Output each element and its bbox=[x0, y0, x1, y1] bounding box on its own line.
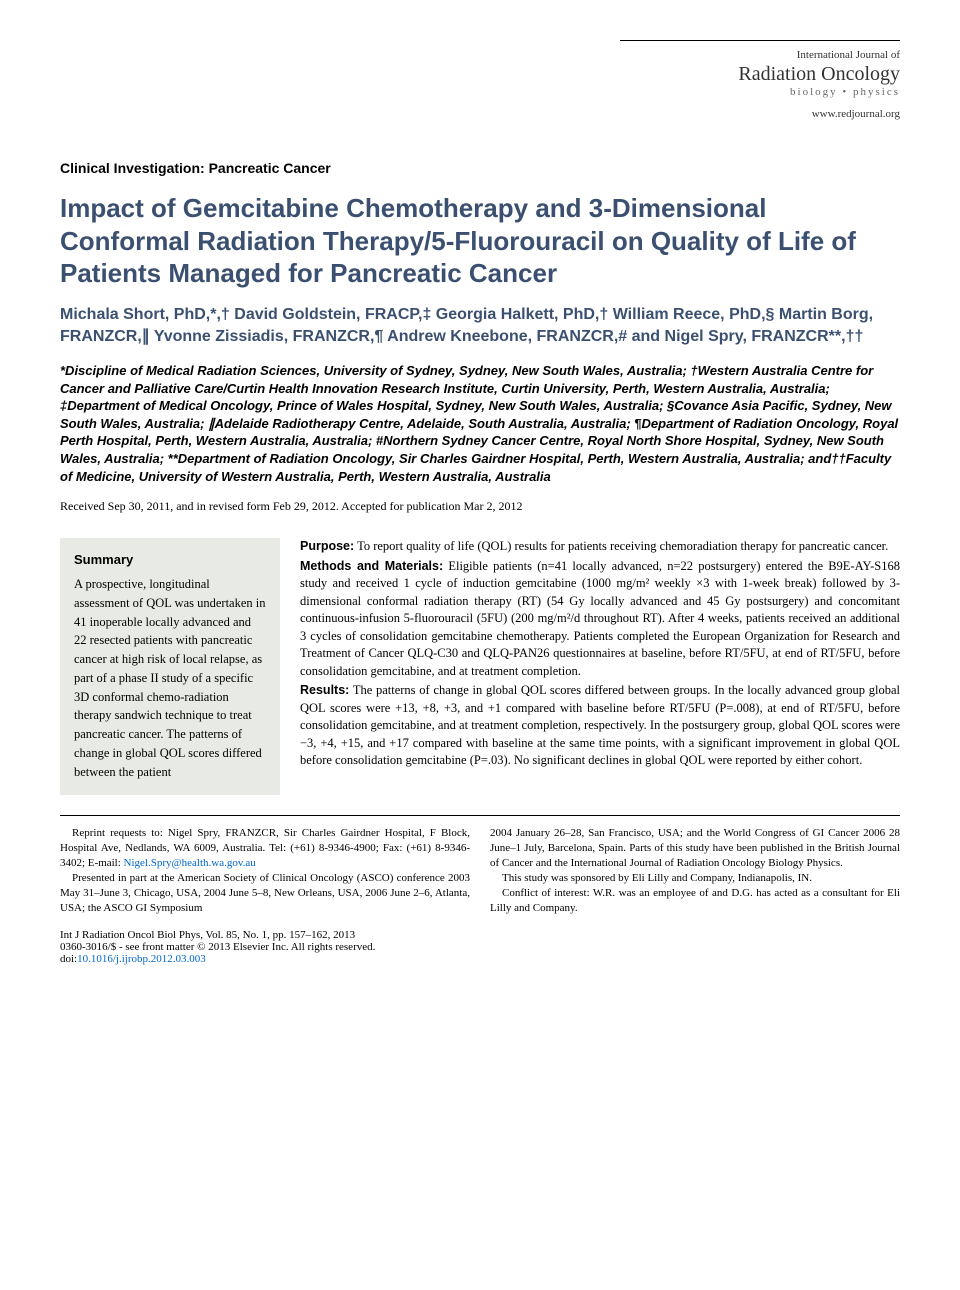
summary-heading: Summary bbox=[74, 552, 266, 567]
methods-text: Eligible patients (n=41 locally advanced… bbox=[300, 559, 900, 678]
results-label: Results: bbox=[300, 683, 349, 697]
doi-line: doi:10.1016/j.ijrobp.2012.03.003 bbox=[60, 953, 375, 965]
footer: Reprint requests to: Nigel Spry, FRANZCR… bbox=[60, 815, 900, 915]
journal-main-title: Radiation Oncology bbox=[620, 63, 900, 86]
abstract-results: Results: The patterns of change in globa… bbox=[300, 682, 900, 770]
publication-dates: Received Sep 30, 2011, and in revised fo… bbox=[60, 499, 900, 514]
summary-box: Summary A prospective, longitudinal asse… bbox=[60, 538, 280, 795]
journal-header: International Journal of Radiation Oncol… bbox=[620, 40, 900, 120]
journal-supertitle: International Journal of bbox=[620, 49, 900, 61]
citation-info: Int J Radiation Oncol Biol Phys, Vol. 85… bbox=[60, 929, 375, 965]
citation-line-1: Int J Radiation Oncol Biol Phys, Vol. 85… bbox=[60, 929, 375, 941]
footer-bottom: Int J Radiation Oncol Biol Phys, Vol. 85… bbox=[60, 929, 900, 965]
summary-text: A prospective, longitudinal assessment o… bbox=[74, 575, 266, 781]
footer-right-column: 2004 January 26–28, San Francisco, USA; … bbox=[490, 826, 900, 915]
journal-url[interactable]: www.redjournal.org bbox=[620, 108, 900, 120]
presented-info: Presented in part at the American Societ… bbox=[60, 871, 470, 916]
results-text: The patterns of change in global QOL sco… bbox=[300, 683, 900, 767]
methods-label: Methods and Materials: bbox=[300, 559, 443, 573]
presented-continued: 2004 January 26–28, San Francisco, USA; … bbox=[490, 826, 900, 871]
doi-link[interactable]: 10.1016/j.ijrobp.2012.03.003 bbox=[77, 953, 206, 965]
contact-email[interactable]: Nigel.Spry@health.wa.gov.au bbox=[124, 857, 256, 869]
purpose-text: To report quality of life (QOL) results … bbox=[354, 539, 888, 553]
abstract-methods: Methods and Materials: Eligible patients… bbox=[300, 558, 900, 681]
article-title: Impact of Gemcitabine Chemotherapy and 3… bbox=[60, 192, 900, 290]
main-content: Summary A prospective, longitudinal asse… bbox=[60, 538, 900, 795]
citation-line-2: 0360-3016/$ - see front matter © 2013 El… bbox=[60, 941, 375, 953]
purpose-label: Purpose: bbox=[300, 539, 354, 553]
affiliations: *Discipline of Medical Radiation Science… bbox=[60, 362, 900, 485]
abstract-purpose: Purpose: To report quality of life (QOL)… bbox=[300, 538, 900, 556]
sponsor-info: This study was sponsored by Eli Lilly an… bbox=[490, 871, 900, 886]
footer-left-column: Reprint requests to: Nigel Spry, FRANZCR… bbox=[60, 826, 470, 915]
reprint-info: Reprint requests to: Nigel Spry, FRANZCR… bbox=[60, 826, 470, 871]
journal-subtitle: biology • physics bbox=[620, 86, 900, 98]
author-list: Michala Short, PhD,*,† David Goldstein, … bbox=[60, 304, 900, 349]
conflict-info: Conflict of interest: W.R. was an employ… bbox=[490, 886, 900, 916]
section-label: Clinical Investigation: Pancreatic Cance… bbox=[60, 160, 900, 176]
abstract: Purpose: To report quality of life (QOL)… bbox=[300, 538, 900, 795]
